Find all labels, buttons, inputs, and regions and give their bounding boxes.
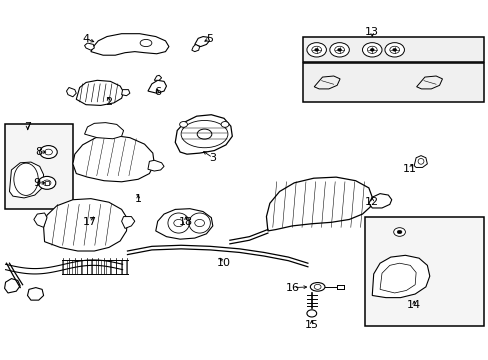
Polygon shape — [84, 123, 123, 139]
Ellipse shape — [179, 122, 187, 127]
Ellipse shape — [38, 176, 56, 189]
Ellipse shape — [417, 158, 423, 164]
Bar — [4, 125, 73, 210]
Bar — [44, 181, 49, 185]
Polygon shape — [156, 209, 212, 239]
Polygon shape — [413, 156, 427, 167]
Text: 5: 5 — [205, 34, 212, 44]
Polygon shape — [122, 90, 130, 96]
Text: 10: 10 — [217, 258, 230, 268]
Ellipse shape — [140, 40, 152, 46]
Ellipse shape — [337, 48, 341, 51]
Ellipse shape — [173, 220, 183, 226]
Polygon shape — [73, 135, 154, 182]
Polygon shape — [148, 160, 163, 171]
Polygon shape — [194, 37, 209, 46]
Text: 17: 17 — [82, 217, 96, 227]
Text: 3: 3 — [209, 153, 216, 163]
Polygon shape — [43, 199, 127, 251]
Polygon shape — [84, 43, 94, 50]
Bar — [303, 63, 484, 102]
Ellipse shape — [310, 283, 325, 291]
Text: 11: 11 — [403, 163, 416, 174]
Polygon shape — [148, 80, 166, 93]
Polygon shape — [175, 115, 232, 154]
Polygon shape — [368, 194, 391, 208]
Polygon shape — [76, 80, 123, 105]
Polygon shape — [266, 177, 371, 231]
Text: 4: 4 — [82, 34, 89, 44]
Text: 12: 12 — [365, 197, 379, 207]
Ellipse shape — [314, 284, 321, 289]
Polygon shape — [91, 34, 168, 55]
Polygon shape — [154, 75, 161, 80]
Ellipse shape — [392, 48, 396, 51]
Polygon shape — [9, 162, 43, 198]
Text: 1: 1 — [134, 194, 142, 204]
Ellipse shape — [362, 42, 381, 57]
Ellipse shape — [393, 228, 405, 236]
Polygon shape — [66, 87, 76, 97]
Polygon shape — [34, 213, 47, 227]
Text: 2: 2 — [105, 97, 112, 107]
Text: 15: 15 — [304, 320, 318, 330]
Polygon shape — [4, 279, 20, 293]
Bar — [365, 217, 484, 326]
Text: 18: 18 — [179, 217, 193, 227]
Ellipse shape — [384, 42, 404, 57]
Ellipse shape — [329, 42, 348, 57]
Ellipse shape — [396, 230, 401, 234]
Polygon shape — [122, 217, 135, 228]
Ellipse shape — [314, 48, 318, 51]
Ellipse shape — [369, 48, 373, 51]
Text: 13: 13 — [365, 27, 379, 37]
Text: 16: 16 — [285, 283, 300, 293]
Polygon shape — [27, 288, 43, 300]
Text: 8: 8 — [35, 147, 42, 157]
Bar — [303, 37, 484, 62]
Text: 6: 6 — [154, 87, 161, 98]
Text: 9: 9 — [34, 178, 41, 188]
Ellipse shape — [306, 310, 316, 317]
Text: 7: 7 — [24, 122, 31, 132]
Ellipse shape — [40, 145, 57, 158]
Ellipse shape — [306, 42, 326, 57]
Ellipse shape — [197, 129, 211, 139]
Ellipse shape — [221, 122, 228, 127]
Text: 14: 14 — [407, 300, 420, 310]
Polygon shape — [371, 255, 429, 298]
Ellipse shape — [194, 220, 204, 226]
Polygon shape — [191, 44, 199, 51]
